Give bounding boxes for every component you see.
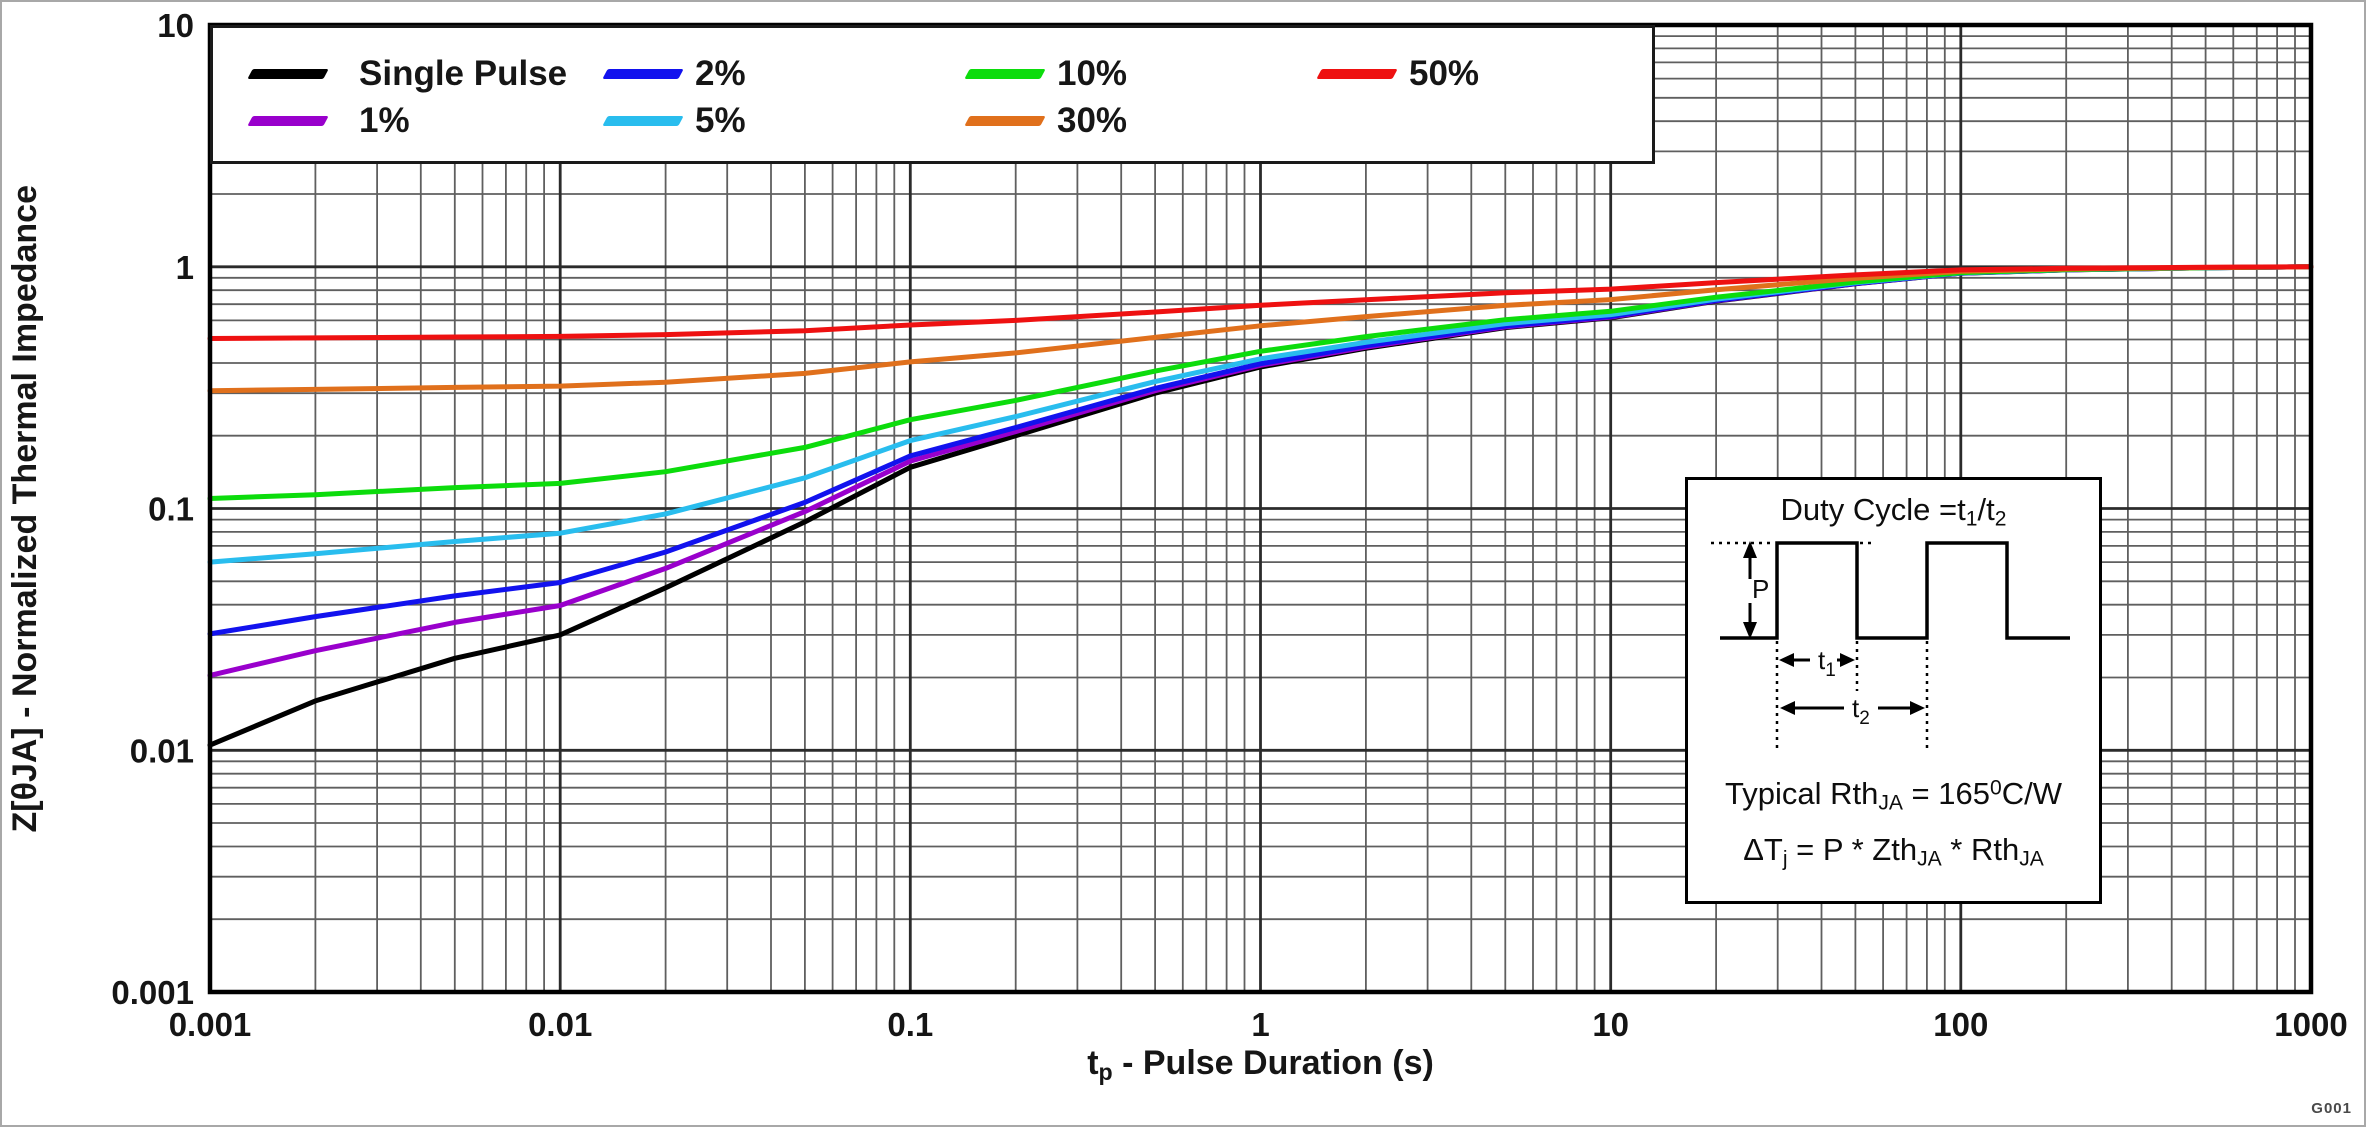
legend-swatch-1pct-icon	[247, 116, 329, 126]
legend-entry-5pct: 5%	[602, 97, 746, 145]
y-axis-title-wrap: Z[θJA] - Normalized Thermal Impedance	[6, 25, 45, 992]
legend-entry-2pct: 2%	[602, 50, 746, 98]
x-tick-label: 100	[1933, 1006, 1988, 1043]
legend-entry-30pct: 30%	[964, 97, 1128, 145]
t1-arrowhead-right-icon	[1840, 653, 1855, 667]
legend-swatch-5pct-icon	[602, 116, 684, 126]
legend-label-30pct: 30%	[1057, 101, 1128, 140]
rth-value: = 165	[1902, 776, 1990, 811]
x-title-main: t	[1087, 1044, 1099, 1082]
legend-entry-1pct: 1%	[247, 97, 410, 145]
p-arrowhead-up-icon	[1743, 541, 1757, 558]
rth-sup: 0	[1990, 776, 2002, 800]
x-tick-label: 0.1	[887, 1006, 933, 1043]
x-tick-label: 0.001	[169, 1006, 252, 1043]
y-tick-label: 0.01	[130, 732, 194, 769]
inset-title-sub2: 2	[1994, 507, 2007, 531]
t2-arrowhead-right-icon	[1910, 701, 1925, 715]
inset-title-text: Duty Cycle =t	[1780, 492, 1966, 527]
y-tick-label: 0.001	[111, 974, 194, 1011]
y-tick-label: 0.1	[148, 491, 194, 528]
legend-swatch-2pct-icon	[602, 69, 684, 79]
rth-sub: JA	[1878, 791, 1903, 815]
t1-label-main: t	[1818, 645, 1826, 675]
dtj-mid2: * Rth	[1941, 832, 2020, 867]
legend-swatch-50pct-icon	[1316, 69, 1398, 79]
t2-arrowhead-left-icon	[1780, 701, 1795, 715]
x-axis-title: tp - Pulse Duration (s)	[210, 1044, 2311, 1086]
t1-arrowhead-left-icon	[1779, 653, 1794, 667]
inset-title-sub1: 1	[1965, 507, 1978, 531]
legend-entry-50pct: 50%	[1316, 50, 1480, 98]
legend-label-50pct: 50%	[1409, 54, 1480, 93]
t2-label-sub: 2	[1859, 708, 1870, 729]
legend-label-1pct: 1%	[359, 101, 410, 140]
legend-label-single-pulse: Single Pulse	[359, 54, 568, 93]
t1-label-sub: 1	[1825, 660, 1836, 681]
t1-label: t1	[1818, 645, 1836, 681]
y-tick-label: 1	[176, 249, 194, 286]
inset-title: Duty Cycle =t1/t2	[1688, 492, 2099, 531]
x-tick-label: 1	[1251, 1006, 1269, 1043]
rth-unit: C/W	[2001, 776, 2062, 811]
p-label: P	[1752, 574, 1769, 604]
legend-label-2pct: 2%	[695, 54, 746, 93]
legend-swatch-single-pulse-icon	[247, 69, 329, 79]
legend: Single Pulse 1% 2% 5% 10% 30% 50%	[210, 25, 1655, 164]
dtj-sub2: JA	[1917, 847, 1942, 871]
dtj-sub3: JA	[2019, 847, 2044, 871]
legend-label-5pct: 5%	[695, 101, 746, 140]
dtj-sub1: j	[1782, 847, 1788, 871]
dtj-mid1: = P * Zth	[1787, 832, 1918, 867]
x-tick-label: 1000	[2274, 1006, 2347, 1043]
rthja-formula: Typical RthJA = 1650C/W	[1688, 776, 2099, 815]
y-tick-label: 10	[157, 7, 194, 44]
delta-tj-formula: ΔTj = P * ZthJA * RthJA	[1688, 832, 2099, 871]
curve-50-	[207, 264, 2314, 341]
legend-entry-10pct: 10%	[964, 50, 1128, 98]
t2-label: t2	[1852, 693, 1870, 729]
x-tick-label: 0.01	[528, 1006, 592, 1043]
dtj-text: ΔT	[1743, 832, 1783, 867]
inset-title-mid: /t	[1977, 492, 1995, 527]
legend-entry-single-pulse: Single Pulse	[247, 50, 568, 98]
p-arrowhead-down-icon	[1743, 622, 1757, 639]
legend-swatch-10pct-icon	[964, 69, 1046, 79]
x-tick-label: 10	[1592, 1006, 1629, 1043]
duty-cycle-inset: Duty Cycle =t1/t2 P t1 t2	[1685, 477, 2102, 904]
legend-swatch-30pct-icon	[964, 116, 1046, 126]
figure-code: G001	[2311, 1100, 2352, 1117]
rth-text: Typical Rth	[1724, 776, 1879, 811]
pulse-waveform-line	[1720, 541, 2070, 640]
y-axis-title: Z[θJA] - Normalized Thermal Impedance	[6, 184, 44, 833]
t2-label-main: t	[1852, 693, 1860, 723]
legend-label-10pct: 10%	[1057, 54, 1128, 93]
x-title-rest: - Pulse Duration (s)	[1112, 1044, 1434, 1082]
x-title-subscript: p	[1098, 1058, 1113, 1085]
pulse-waveform-diagram: P t1 t2	[1711, 541, 2070, 753]
